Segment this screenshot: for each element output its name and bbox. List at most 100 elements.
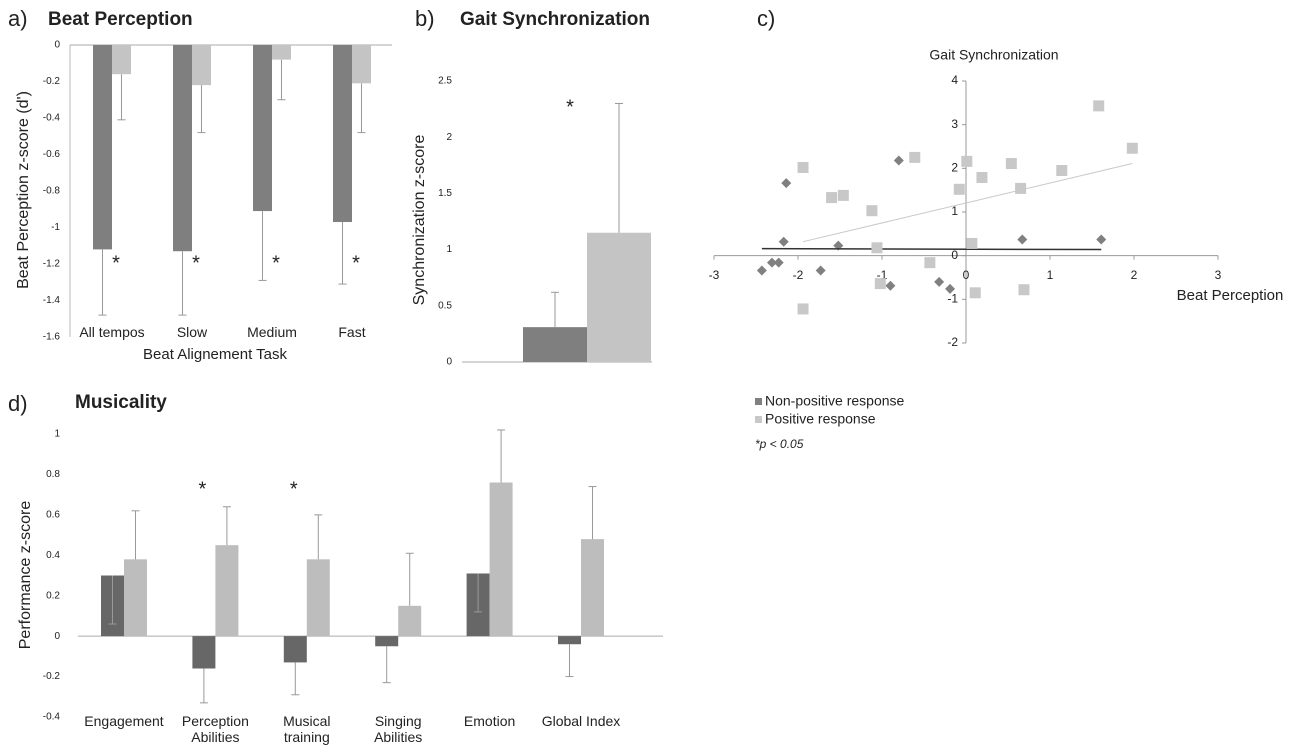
bar: [489, 482, 513, 637]
point: [1018, 284, 1030, 296]
bar: [587, 232, 651, 362]
point: [966, 237, 978, 249]
point: [797, 161, 809, 173]
panel-title: Gait Synchronization: [460, 9, 650, 30]
y-tick-label: 3: [951, 117, 958, 131]
bar: [112, 45, 131, 75]
x-tick-label: Global Index: [541, 713, 621, 729]
significance: *: [192, 252, 200, 274]
x-tick-label: Medium: [247, 324, 297, 340]
point: [773, 257, 784, 268]
point: [969, 287, 981, 299]
y-tick-label: -1.2: [43, 259, 61, 270]
bar: [192, 45, 211, 86]
point: [778, 236, 789, 247]
x-tick-label: -3: [709, 268, 720, 282]
panel-title: Musicality: [75, 392, 167, 413]
bar: [333, 45, 352, 223]
x-tick-label: -1: [877, 268, 888, 282]
bar: [173, 45, 192, 252]
point: [797, 303, 809, 315]
y-tick-label: -0.4: [43, 113, 61, 124]
point: [893, 155, 904, 166]
bar: [375, 636, 399, 647]
y-tick-label: -1.4: [43, 295, 61, 306]
y-tick-label: 4: [951, 73, 958, 87]
legend-label: Non-positive response: [765, 393, 905, 409]
y-tick-label: 1: [951, 204, 958, 218]
y-tick-label: -1: [51, 222, 60, 233]
y-tick-label: 2.5: [438, 76, 452, 87]
x-tick-label: -2: [793, 268, 804, 282]
significance: *: [272, 252, 280, 274]
bar: [272, 45, 291, 60]
x-axis-label: Beat Perception: [1177, 287, 1284, 304]
y-tick-label: 2: [446, 132, 452, 143]
point: [1056, 165, 1068, 177]
point: [945, 283, 956, 294]
legend-swatch: [755, 398, 762, 405]
x-tick-label: Slow: [176, 324, 208, 340]
y-tick-label: 0.6: [46, 509, 60, 520]
panel-label: a): [8, 6, 28, 31]
point: [871, 242, 883, 254]
x-tick-label: Engagement: [84, 713, 164, 729]
panel-title: Beat Perception: [48, 9, 193, 30]
bar: [352, 45, 371, 84]
bar: [581, 539, 604, 637]
y-tick-label: 0.2: [46, 590, 60, 601]
point: [874, 278, 886, 290]
bar: [398, 605, 422, 637]
point: [934, 276, 945, 287]
bar: [93, 45, 112, 250]
point: [866, 205, 878, 217]
legend-swatch: [755, 416, 762, 423]
point: [781, 178, 792, 189]
legend-note: *p < 0.05: [755, 437, 804, 451]
x-tick-label: Perception Abilities: [181, 713, 249, 745]
bar: [215, 545, 239, 637]
bar: [124, 559, 147, 637]
y-tick-label: -2: [947, 335, 958, 349]
y-tick-label: 1: [446, 244, 452, 255]
y-tick-label: -1: [947, 292, 958, 306]
y-tick-label: 2: [951, 161, 958, 175]
point: [826, 192, 838, 204]
x-tick-label: 3: [1215, 268, 1222, 282]
x-tick-label: Emotion: [463, 713, 516, 729]
x-tick-label: Singing Abilities: [374, 713, 423, 745]
y-tick-label: -0.2: [43, 76, 61, 87]
x-tick-label: All tempos: [79, 324, 145, 340]
y-tick-label: -1.6: [43, 332, 61, 343]
y-tick-label: 0: [951, 248, 958, 262]
panel-label: c): [757, 6, 775, 31]
bar: [523, 327, 587, 362]
point: [756, 265, 767, 276]
point: [1096, 234, 1107, 245]
point: [1093, 100, 1105, 112]
panel-label: b): [415, 6, 435, 31]
point: [961, 155, 973, 167]
bar: [192, 636, 216, 669]
y-tick-label: 0: [446, 357, 452, 368]
y-axis-label: Synchronization z-score: [411, 135, 428, 306]
point: [924, 257, 936, 269]
y-tick-label: 0.5: [438, 300, 452, 311]
y-tick-label: 0: [54, 631, 60, 642]
x-tick-label: 1: [1047, 268, 1054, 282]
y-axis-label: Performance z-score: [17, 501, 34, 650]
y-tick-label: -0.4: [43, 712, 61, 723]
x-tick-label: Fast: [338, 324, 366, 340]
trend-line: [802, 163, 1133, 243]
bar: [558, 636, 581, 645]
significance: *: [199, 478, 207, 500]
point: [1126, 142, 1138, 154]
significance: *: [112, 252, 120, 274]
point: [837, 189, 849, 201]
trend-line: [761, 247, 1102, 251]
bar: [283, 636, 307, 663]
significance: *: [566, 96, 574, 118]
y-axis-label: Gait Synchronization: [929, 47, 1058, 63]
bar: [306, 559, 330, 637]
